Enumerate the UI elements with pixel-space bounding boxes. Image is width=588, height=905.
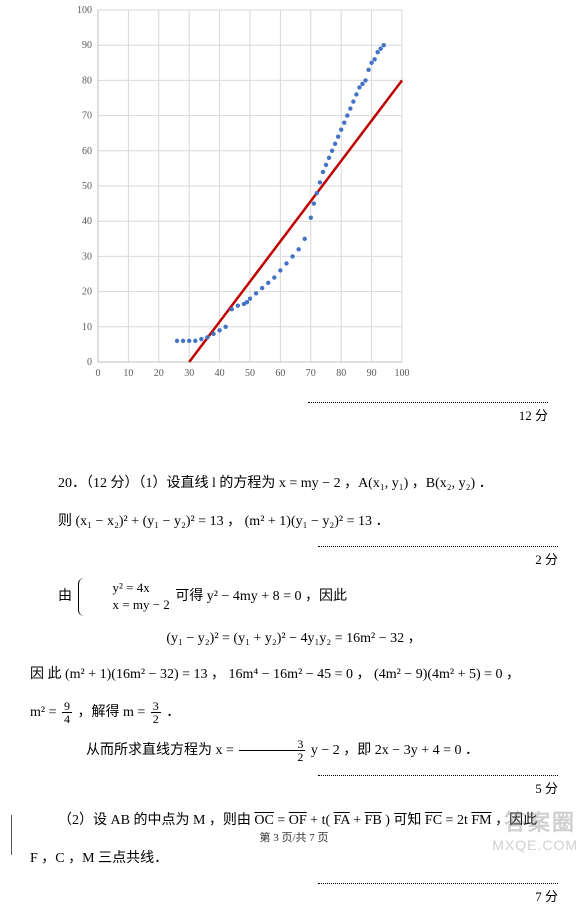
- fraction-9-4: 94: [62, 700, 72, 725]
- vec-fb: FB: [365, 813, 382, 828]
- watermark-brand: 答案圈: [504, 805, 576, 837]
- score-mark-2: 2 分: [318, 546, 558, 568]
- system-substitution: 由 y² = 4x x = my − 2 可得 y² − 4my + 8 = 0…: [30, 578, 558, 616]
- fraction-3-2: 32: [151, 700, 161, 725]
- solve-m: m² = 94 ，解得 m = 32 ．: [30, 699, 558, 727]
- svg-text:70: 70: [82, 111, 92, 122]
- svg-text:50: 50: [245, 368, 255, 379]
- scatter-chart: 0 10 20 30 40 50 60 70 80 90 100 0 10 20 30 40 50 60 70 80…: [70, 4, 410, 384]
- svg-text:80: 80: [82, 75, 92, 86]
- vec-of: OF: [289, 813, 307, 828]
- svg-text:100: 100: [77, 5, 92, 16]
- svg-text:90: 90: [82, 40, 92, 51]
- svg-text:0: 0: [96, 368, 101, 379]
- svg-text:100: 100: [395, 368, 410, 379]
- svg-text:40: 40: [82, 216, 92, 227]
- step-distance: 则 (x₁ − x₂)² + (y₁ − y₂)² = 13 ， (m² + 1…: [30, 508, 558, 536]
- score-mark-5: 5 分: [318, 775, 558, 797]
- problem-20-header: 20．（12 分）（1）设直线 l 的方程为 x = my − 2 ，A(x₁,…: [30, 470, 558, 498]
- vec-fa: FA: [334, 813, 350, 828]
- score-mark-7: 7 分: [318, 883, 558, 905]
- equation-system: y² = 4x x = my − 2: [78, 578, 170, 616]
- watermark-url: MXQE.COM: [492, 837, 578, 853]
- vec-fm: FM: [471, 813, 491, 828]
- score-mark-12: 12 分: [308, 402, 548, 424]
- svg-text:40: 40: [215, 368, 225, 379]
- svg-text:80: 80: [336, 368, 346, 379]
- fraction-3-2b: 32: [239, 738, 305, 763]
- svg-text:60: 60: [275, 368, 285, 379]
- svg-text:70: 70: [306, 368, 316, 379]
- svg-text:50: 50: [82, 181, 92, 192]
- centered-equation: (y₁ − y₂)² = (y₁ + y₂)² − 4y₁y₂ = 16m² −…: [30, 626, 558, 651]
- svg-text:20: 20: [82, 287, 92, 298]
- vec-oc: OC: [254, 813, 273, 828]
- factor-line: 因 此 (m² + 1)(16m² − 32) = 13 ， 16m⁴ − 16…: [30, 661, 558, 689]
- svg-text:60: 60: [82, 146, 92, 157]
- svg-text:10: 10: [82, 322, 92, 333]
- svg-text:30: 30: [82, 251, 92, 262]
- svg-text:90: 90: [367, 368, 377, 379]
- left-border-line: [11, 815, 12, 855]
- final-line-equation: 从而所求直线方程为 x = 32 y − 2 ，即 2x − 3y + 4 = …: [30, 737, 558, 765]
- svg-text:20: 20: [154, 368, 164, 379]
- part2-conclusion: F ，C ，M 三点共线．: [30, 845, 558, 873]
- svg-text:30: 30: [184, 368, 194, 379]
- vec-fc: FC: [425, 813, 442, 828]
- chart-svg: 0 10 20 30 40 50 60 70 80 90 100 0 10 20 30 40 50 60 70 80…: [70, 4, 410, 384]
- svg-text:10: 10: [123, 368, 133, 379]
- svg-text:0: 0: [87, 357, 92, 368]
